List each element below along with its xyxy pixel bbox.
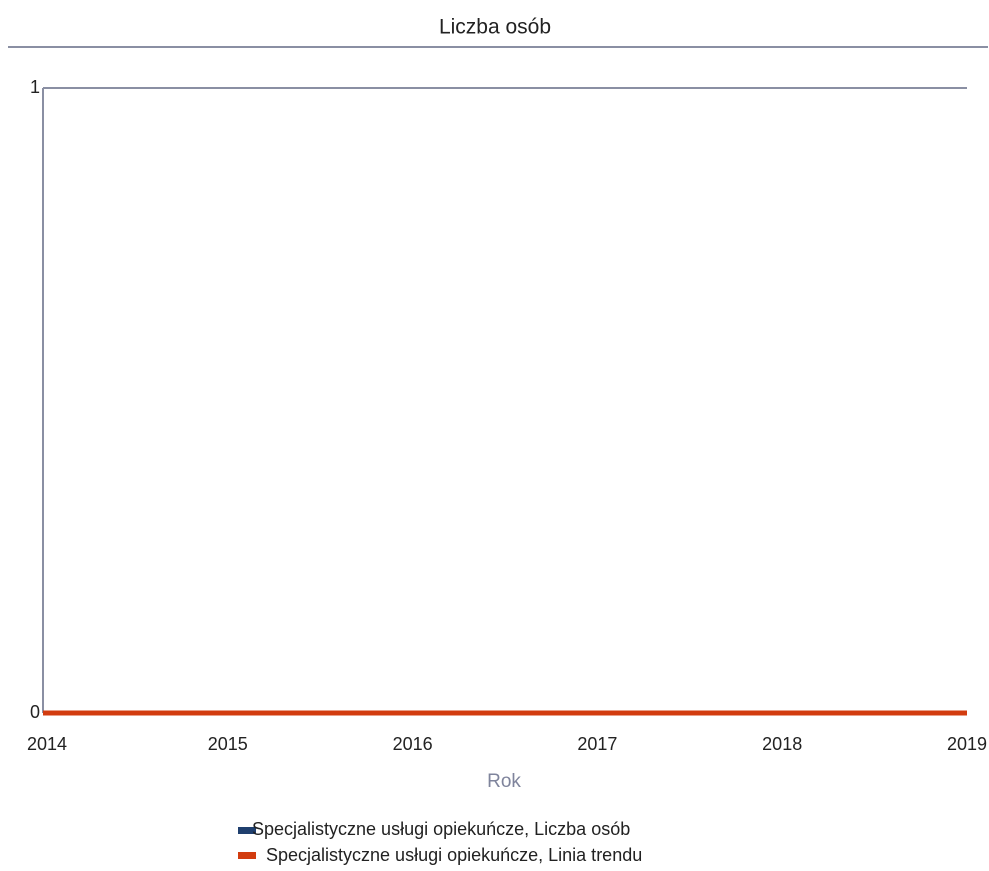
x-axis-title: Rok (487, 771, 521, 792)
x-tick-label: 2015 (208, 734, 248, 754)
chart-title: Liczba osób (439, 16, 551, 39)
x-tick-label: 2017 (577, 734, 617, 754)
x-tick-label: 2018 (762, 734, 802, 754)
x-tick-label: 2014 (27, 734, 67, 754)
x-tick-label: 2019 (947, 734, 987, 754)
x-tick-label: 2016 (393, 734, 433, 754)
y-tick-label: 0 (30, 702, 40, 722)
legend-label: Specjalistyczne usługi opiekuńcze, Liczb… (252, 819, 630, 839)
legend-swatch (238, 852, 256, 859)
legend-label: Specjalistyczne usługi opiekuńcze, Linia… (266, 845, 642, 865)
legend-swatch (238, 827, 256, 834)
y-tick-label: 1 (30, 77, 40, 97)
